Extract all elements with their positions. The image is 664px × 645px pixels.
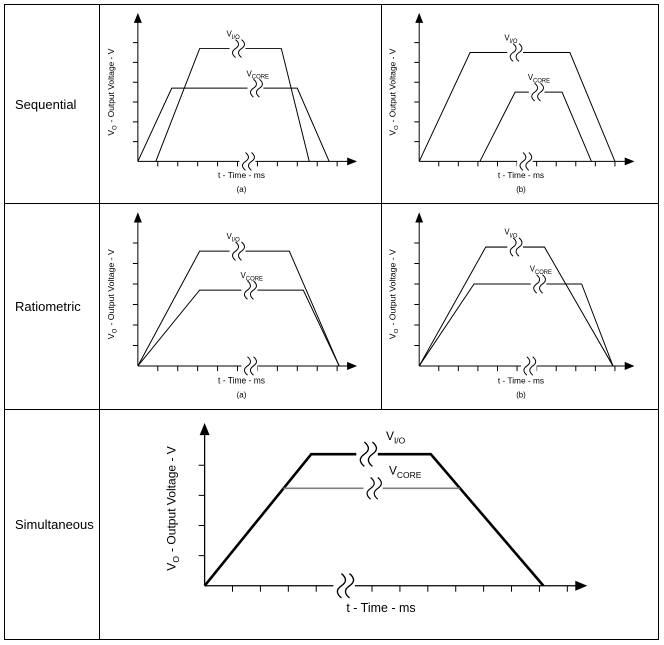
vio-break-mark	[506, 236, 524, 258]
vio-waveform	[203, 452, 545, 587]
x-axis-label: t - Time - ms	[218, 170, 265, 180]
vcore-break-mark	[530, 273, 547, 295]
vcore-label: VCORE	[530, 264, 552, 276]
x-axis-break-mark	[239, 151, 256, 172]
row-label-sequential: Sequential	[5, 5, 100, 204]
caption-a: (a)	[237, 185, 247, 194]
vio-break-mark	[355, 439, 379, 469]
row-label-text: Sequential	[15, 96, 77, 112]
y-axis-ticks	[414, 242, 420, 346]
x-axis-label: t - Time - ms	[498, 375, 544, 385]
y-axis-ticks	[132, 242, 138, 346]
sequential-graph-a-cell: VI/O VCORE VO- Output Voltage - V t - Ti…	[100, 5, 382, 204]
vcore-label: VCORE	[241, 271, 264, 283]
row-label-simultaneous: Simultaneous	[5, 410, 100, 639]
caption-b: (b)	[516, 185, 526, 194]
x-axis-ticks	[232, 585, 568, 592]
y-axis-arrow-icon	[199, 423, 210, 436]
vcore-waveform	[137, 289, 340, 367]
vio-label: VI/O	[227, 232, 241, 244]
x-axis-arrow-icon	[575, 580, 588, 591]
y-axis-arrow-icon	[415, 12, 424, 23]
vio-waveform	[137, 250, 340, 367]
x-axis-label: t - Time - ms	[498, 170, 544, 180]
x-axis-arrow-icon	[347, 157, 358, 166]
vcore-break-mark	[528, 81, 545, 103]
vcore-break-mark	[240, 279, 258, 301]
x-axis-break-mark	[240, 355, 258, 377]
y-axis-label: VO- Output Voltage - V	[388, 249, 400, 339]
sequential-graph-b: VI/O VCORE VO- Output Voltage - V t - Ti…	[388, 12, 635, 194]
vcore-break-mark	[362, 475, 384, 501]
row-label-text: Ratiometric	[15, 299, 81, 314]
vcore-waveform	[137, 87, 330, 162]
row-label-ratiometric: Ratiometric	[5, 204, 100, 410]
caption-b: (b)	[516, 391, 526, 400]
ratiometric-graph-a-cell: VI/O VCORE VO- Output Voltage - V t - Ti…	[100, 204, 382, 410]
x-axis-break-mark	[520, 355, 538, 377]
y-axis-label: VO- Output Voltage - V	[388, 48, 400, 135]
vio-waveform	[155, 48, 310, 162]
simultaneous-graph-cell: VI/O VCORE VO- Output Voltage - V t - Ti…	[100, 410, 658, 639]
x-axis-arrow-icon	[624, 157, 635, 166]
sequential-graph-a: VI/O VCORE VO- Output Voltage - V t - Ti…	[106, 12, 358, 194]
y-axis-ticks	[414, 42, 420, 143]
vcore-label: VCORE	[528, 73, 550, 85]
vio-label: VI/O	[504, 228, 517, 240]
vcore-waveform	[479, 91, 592, 162]
vio-break-mark	[229, 240, 246, 262]
y-axis-label: VO- Output Voltage - V	[106, 48, 119, 135]
vcore-label: VCORE	[246, 69, 269, 80]
y-axis-ticks	[132, 42, 138, 143]
x-axis-break-mark	[516, 151, 534, 172]
x-axis-ticks	[157, 161, 338, 167]
vcore-label: VCORE	[389, 463, 422, 480]
y-axis-arrow-icon	[133, 212, 142, 223]
vio-waveform	[418, 246, 614, 367]
ratiometric-graph-b: VI/O VCORE VO- Output Voltage - V t - Ti…	[388, 212, 635, 400]
x-axis-ticks	[438, 365, 616, 372]
caption-a: (a)	[237, 391, 247, 400]
x-axis-label: t - Time - ms	[346, 601, 415, 615]
vio-label: VI/O	[386, 429, 406, 446]
figure-table: Sequential VI/O VCORE VO- Output Voltage…	[4, 4, 659, 640]
x-axis-break-mark	[332, 571, 356, 601]
vio-break-mark	[229, 38, 246, 59]
vcore-waveform	[418, 283, 614, 367]
y-axis-ticks	[198, 464, 205, 557]
y-axis-arrow-icon	[133, 12, 142, 23]
x-axis-label: t - Time - ms	[218, 375, 265, 385]
x-axis-arrow-icon	[347, 361, 358, 371]
x-axis-arrow-icon	[624, 361, 635, 371]
x-axis-ticks	[157, 365, 338, 372]
y-axis-arrow-icon	[415, 212, 424, 223]
vio-break-mark	[506, 42, 524, 63]
vcore-break-mark	[246, 77, 264, 99]
y-axis-label: VO- Output Voltage - V	[106, 249, 118, 339]
ratiometric-graph-a: VI/O VCORE VO- Output Voltage - V t - Ti…	[106, 212, 358, 400]
vio-label: VI/O	[227, 30, 241, 41]
vio-waveform	[418, 52, 616, 162]
y-axis-label: VO- Output Voltage - V	[165, 446, 181, 571]
ratiometric-graph-b-cell: VI/O VCORE VO- Output Voltage - V t - Ti…	[382, 204, 658, 410]
vio-label: VI/O	[504, 34, 517, 46]
row-label-text: Simultaneous	[15, 517, 94, 532]
simultaneous-graph: VI/O VCORE VO- Output Voltage - V t - Ti…	[165, 423, 588, 615]
sequential-graph-b-cell: VI/O VCORE VO- Output Voltage - V t - Ti…	[382, 5, 658, 204]
